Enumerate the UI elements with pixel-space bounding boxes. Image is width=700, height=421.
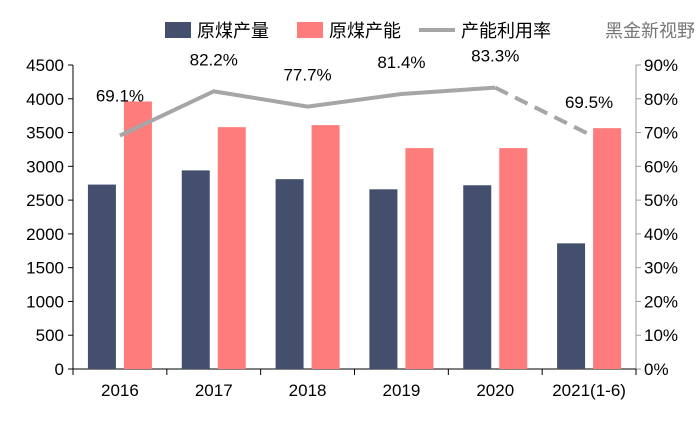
right-tick-label: 50% [644,191,678,210]
right-tick-label: 0% [644,360,669,379]
x-tick-label: 2019 [383,381,421,400]
left-tick-label: 3000 [26,157,64,176]
line-series-dashed [494,85,590,137]
bar-原煤产能 [123,101,152,369]
right-tick-label: 10% [644,326,678,345]
bar-原煤产量 [463,185,492,369]
x-tick-label: 2017 [195,381,233,400]
bar-原煤产能 [499,148,528,369]
right-tick-label: 90% [644,56,678,75]
x-tick-label: 2016 [101,381,139,400]
x-tick-label: 2021(1-6) [552,381,626,400]
bar-原煤产能 [405,148,434,369]
bar-原煤产能 [311,125,340,369]
bar-原煤产能 [217,127,246,369]
right-tick-label: 40% [644,225,678,244]
bar-原煤产量 [275,179,304,369]
right-tick-label: 60% [644,157,678,176]
right-tick-label: 80% [644,90,678,109]
data-label: 69.1% [96,87,144,106]
left-tick-label: 2000 [26,225,64,244]
right-tick-label: 20% [644,292,678,311]
right-tick-label: 70% [644,124,678,143]
legend-label: 原煤产量 [197,21,269,41]
line-series [119,85,496,138]
data-label: 81.4% [377,53,425,72]
watermark: 黑金新视野 [605,21,695,41]
right-tick-label: 30% [644,259,678,278]
left-tick-label: 1000 [26,292,64,311]
left-tick-label: 3500 [26,124,64,143]
legend-label: 产能利用率 [461,21,551,41]
legend-swatch [297,22,323,38]
left-tick-label: 4500 [26,56,64,75]
data-label: 82.2% [190,50,238,69]
bar-原煤产量 [369,189,398,369]
left-tick-label: 500 [36,326,64,345]
bar-原煤产能 [593,128,622,369]
legend-swatch [165,22,191,38]
data-label: 69.5% [565,93,613,112]
data-label: 83.3% [471,47,519,66]
bar-原煤产量 [557,243,586,369]
legend-label: 原煤产能 [329,21,401,41]
x-tick-label: 2020 [476,381,514,400]
left-tick-label: 2500 [26,191,64,210]
bar-原煤产量 [87,184,116,369]
left-tick-label: 4000 [26,90,64,109]
left-tick-label: 1500 [26,259,64,278]
data-label: 77.7% [283,66,331,85]
left-tick-label: 0 [55,360,64,379]
x-tick-label: 2018 [289,381,327,400]
bar-原煤产量 [181,170,210,369]
